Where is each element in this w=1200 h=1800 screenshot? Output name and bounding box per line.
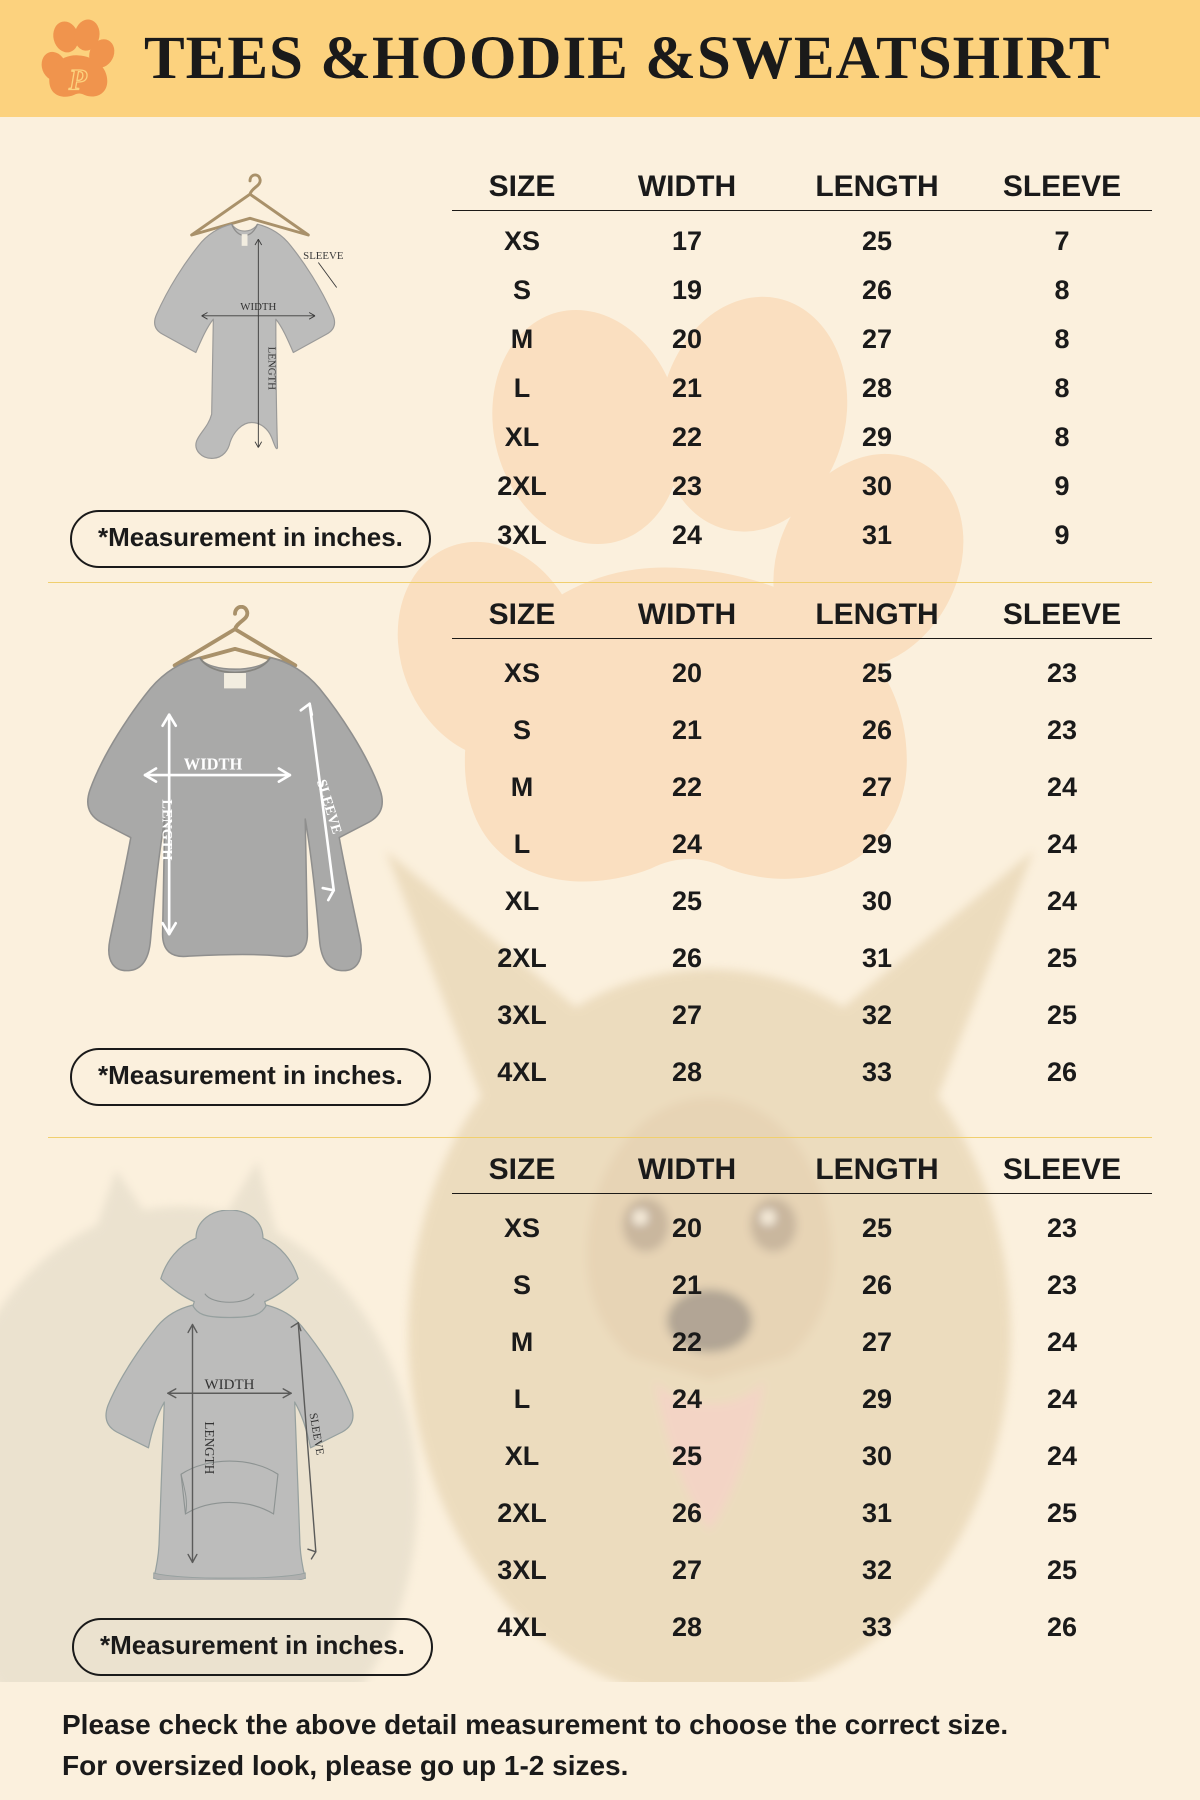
- svg-text:WIDTH: WIDTH: [184, 755, 243, 774]
- svg-text:WIDTH: WIDTH: [240, 301, 276, 313]
- svg-text:SLEEVE: SLEEVE: [303, 250, 344, 262]
- svg-text:LENGTH: LENGTH: [202, 1421, 217, 1474]
- svg-text:LENGTH: LENGTH: [159, 799, 175, 860]
- svg-text:LENGTH: LENGTH: [265, 347, 277, 390]
- svg-text:P: P: [68, 64, 88, 96]
- svg-text:WIDTH: WIDTH: [205, 1377, 255, 1393]
